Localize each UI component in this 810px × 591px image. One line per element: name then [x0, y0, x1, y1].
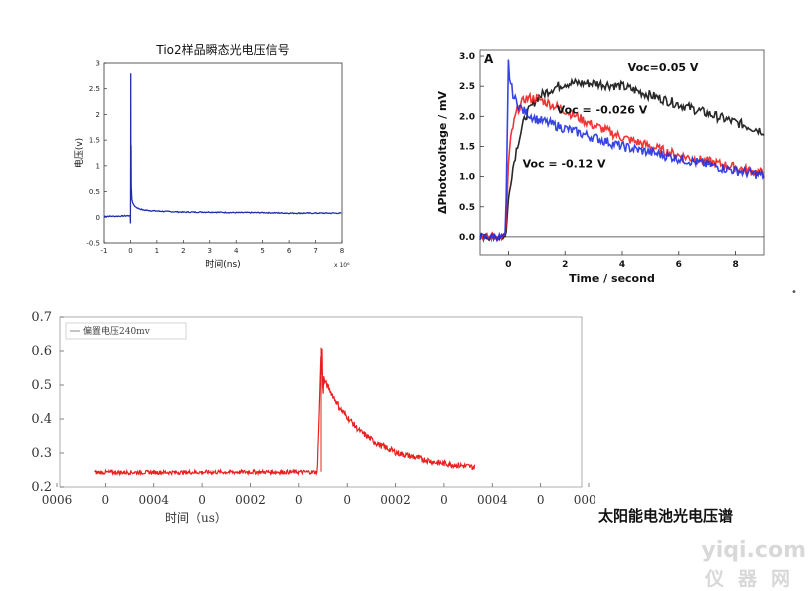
x-tick-label: 0004: [138, 493, 169, 507]
y-tick-label: 2: [96, 111, 100, 119]
stray-mark: •: [791, 287, 797, 298]
y-tick-label: 2.5: [89, 85, 100, 93]
series-line-blue: [103, 73, 342, 224]
x-multiplier-label: x 10⁶: [334, 262, 350, 269]
x-tick-label: 6: [287, 247, 292, 255]
y-tick-label: 0.2: [31, 480, 52, 495]
x-tick-label: 8: [732, 260, 738, 270]
photovoltage-panel-a: A 0 2 4 6 8 0.0 0.5 1.0 1.5 2.0 2.5 3.0 Time / second…: [432, 40, 782, 290]
x-tick-label: -1: [101, 247, 108, 255]
watermark-bottom-text: 仪器网: [704, 568, 804, 590]
x-tick-label: 0: [198, 493, 206, 507]
x-tick-label: 0: [505, 260, 511, 270]
y-tick-label: 0: [96, 214, 100, 222]
solar-cell-chart: 0.2 0.3 0.4 0.5 0.6 0.7 0006 0 0004 0 0002 0 0 0002 0 0…: [20, 305, 604, 530]
x-tick-label: 0: [537, 493, 545, 507]
y-tick-label: 1.5: [89, 137, 100, 145]
y-tick-label: 0.4: [31, 412, 52, 427]
y-tick-label: -0.5: [86, 240, 100, 248]
x-tick-label: 6: [676, 260, 682, 270]
y-tick-label: 1.0: [459, 173, 475, 183]
x-tick-label: 7: [313, 247, 317, 255]
plot-area: [103, 62, 343, 244]
y-axis-label: ΔPhotovoltage / mV: [436, 91, 449, 214]
y-tick-label: 0.5: [459, 203, 475, 213]
photovoltage-panel-a-svg: A 0 2 4 6 8 0.0 0.5 1.0 1.5 2.0 2.5 3.0 Time / second…: [436, 49, 765, 285]
x-tick-label: 0: [295, 493, 303, 507]
x-tick-label: 2: [181, 247, 185, 255]
y-tick-label: 0.7: [31, 310, 52, 325]
x-tick-label: 0: [102, 493, 110, 507]
x-tick-label: 0: [128, 247, 132, 255]
chart-title: Tio2样品瞬态光电压信号: [155, 42, 289, 57]
tio2-chart-svg: Tio2样品瞬态光电压信号 -1 0 1 2 3 4 5 6 7 8 -0.5 0 0.5 1 1.5 2 2.5…: [73, 42, 350, 270]
y-tick-label: 0.5: [89, 188, 100, 196]
y-tick-label: 1: [96, 162, 100, 170]
series-line-red: [94, 348, 476, 477]
plot-area: [479, 49, 765, 256]
y-tick-label: 1.5: [459, 142, 475, 152]
x-axis-label: Time / second: [569, 272, 655, 285]
x-tick-label: 0002: [380, 493, 411, 507]
watermark-logo: yiqi.com 仪器网: [692, 538, 808, 590]
y-tick-label: 2.5: [459, 82, 475, 92]
panel-label: A: [484, 52, 494, 66]
x-tick-label: 0: [440, 493, 448, 507]
x-axis-label: 时间（us）: [165, 511, 227, 525]
y-tick-label: 2.0: [459, 112, 475, 122]
y-tick-label: 3.0: [459, 52, 475, 62]
y-axis-label: 电压(v): [73, 138, 85, 168]
x-tick-label: 0006: [42, 493, 73, 507]
y-tick-label: 0.3: [31, 446, 52, 461]
y-tick-label: 0.6: [31, 344, 52, 359]
x-tick-label: 0004: [477, 493, 508, 507]
watermark-top-text: yiqi.com: [701, 538, 806, 563]
series-line-red: [479, 91, 765, 243]
x-tick-label: 4: [234, 247, 239, 255]
y-tick-label: 3: [96, 60, 100, 68]
series-line-blue: [479, 59, 765, 243]
series-annotation: Voc = -0.12 V: [523, 158, 606, 171]
x-tick-label: 1: [155, 247, 159, 255]
x-tick-label: 0002: [235, 493, 266, 507]
series-annotation: Voc = -0.026 V: [557, 103, 648, 116]
y-tick-label: 0.0: [459, 233, 475, 243]
tio2-chart: Tio2样品瞬态光电压信号 -1 0 1 2 3 4 5 6 7 8 -0.5 0 0.5 1 1.5 2 2.5…: [70, 38, 360, 278]
x-tick-label: 0006: [574, 493, 595, 507]
x-tick-label: 8: [340, 247, 344, 255]
legend-label: 偏置电压240mv: [83, 325, 151, 337]
x-tick-label: 3: [208, 247, 212, 255]
x-tick-label: 2: [562, 260, 568, 270]
x-axis-label: 时间(ns): [205, 258, 240, 270]
x-tick-label: 4: [619, 260, 625, 270]
x-tick-label: 5: [260, 247, 264, 255]
x-tick-label: 0: [343, 493, 351, 507]
series-annotation: Voc=0.05 V: [628, 61, 699, 74]
legend-box: [65, 322, 187, 340]
figure-caption: 太阳能电池光电压谱: [598, 507, 734, 525]
y-tick-label: 0.5: [31, 378, 52, 393]
